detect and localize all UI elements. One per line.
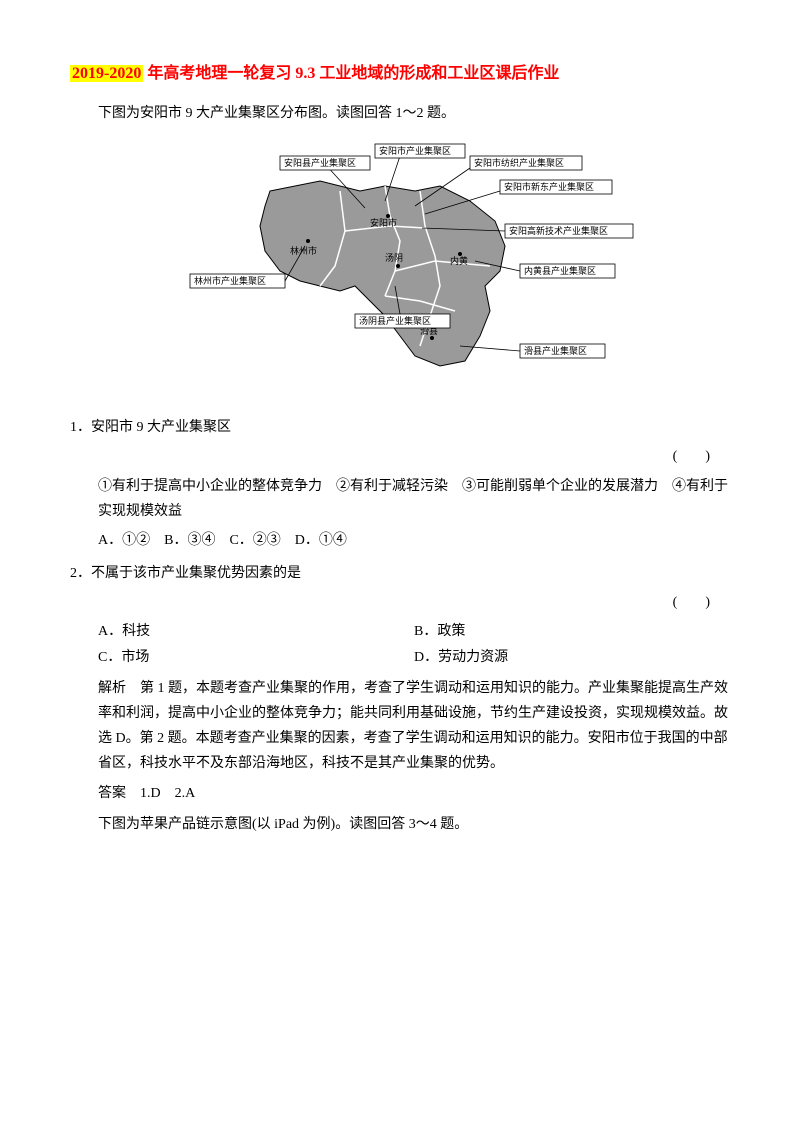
city-dot-linzhou bbox=[306, 239, 310, 243]
map-label-2: 安阳市纺织产业集聚区 bbox=[474, 157, 564, 168]
q2-opt-d: D．劳动力资源 bbox=[414, 645, 730, 670]
q1-paren: ( ) bbox=[70, 444, 730, 469]
city-label-anyang: 安阳市 bbox=[370, 217, 397, 228]
next-intro-text: 下图为苹果产品链示意图(以 iPad 为例)。读图回答 3～4 题。 bbox=[98, 812, 730, 837]
title-rest: 年高考地理一轮复习 9.3 工业地域的形成和工业区课后作业 bbox=[143, 65, 559, 82]
explanation-text: 解析 第 1 题，本题考查产业集聚的作用，考查了学生调动和运用知识的能力。产业集… bbox=[98, 676, 730, 777]
q2-options-row2: C．市场 D．劳动力资源 bbox=[98, 645, 730, 670]
map-label-0: 安阳县产业集聚区 bbox=[284, 157, 356, 168]
map-label-7: 汤阴县产业集聚区 bbox=[359, 315, 431, 326]
q2-options-row1: A．科技 B．政策 bbox=[98, 619, 730, 644]
page-title: 2019-2020 年高考地理一轮复习 9.3 工业地域的形成和工业区课后作业 bbox=[70, 60, 730, 89]
q1-stems: ①有利于提高中小企业的整体竞争力 ②有利于减轻污染 ③可能削弱单个企业的发展潜力… bbox=[98, 474, 730, 524]
q2-opt-c: C．市场 bbox=[98, 645, 414, 670]
map-label-1: 安阳市产业集聚区 bbox=[379, 145, 451, 156]
map-figure: 安阳市 林州市 汤阴 内黄 滑县 安阳县产业集聚区 安阳市产业集聚区 安阳市纺织… bbox=[70, 136, 730, 395]
q2-opt-a: A．科技 bbox=[98, 619, 414, 644]
q1-number: 1．安阳市 9 大产业集聚区 bbox=[70, 415, 730, 440]
q2-number: 2．不属于该市产业集聚优势因素的是 bbox=[70, 561, 730, 586]
title-highlight: 2019-2020 bbox=[70, 65, 143, 82]
q1-options: A．①② B．③④ C．②③ D．①④ bbox=[98, 528, 730, 553]
q2-paren: ( ) bbox=[70, 590, 730, 615]
region-outline bbox=[260, 181, 505, 366]
map-label-4: 安阳高新技术产业集聚区 bbox=[509, 225, 608, 236]
anyang-map-svg: 安阳市 林州市 汤阴 内黄 滑县 安阳县产业集聚区 安阳市产业集聚区 安阳市纺织… bbox=[160, 136, 640, 386]
city-label-neihuang: 内黄 bbox=[450, 255, 468, 266]
city-dot-huaxian bbox=[430, 336, 434, 340]
city-label-tangyin: 汤阴 bbox=[385, 253, 403, 263]
city-label-linzhou: 林州市 bbox=[290, 245, 317, 256]
map-label-3: 安阳市新东产业集聚区 bbox=[504, 181, 594, 192]
map-label-8: 林州市产业集聚区 bbox=[194, 275, 266, 286]
map-label-5: 内黄县产业集聚区 bbox=[524, 265, 596, 276]
q2-opt-b: B．政策 bbox=[414, 619, 730, 644]
intro-text: 下图为安阳市 9 大产业集聚区分布图。读图回答 1～2 题。 bbox=[70, 101, 730, 126]
answer-text: 答案 1.D 2.A bbox=[98, 781, 730, 806]
map-label-6: 滑县产业集聚区 bbox=[524, 345, 587, 356]
city-dot-tangyin bbox=[396, 264, 400, 268]
